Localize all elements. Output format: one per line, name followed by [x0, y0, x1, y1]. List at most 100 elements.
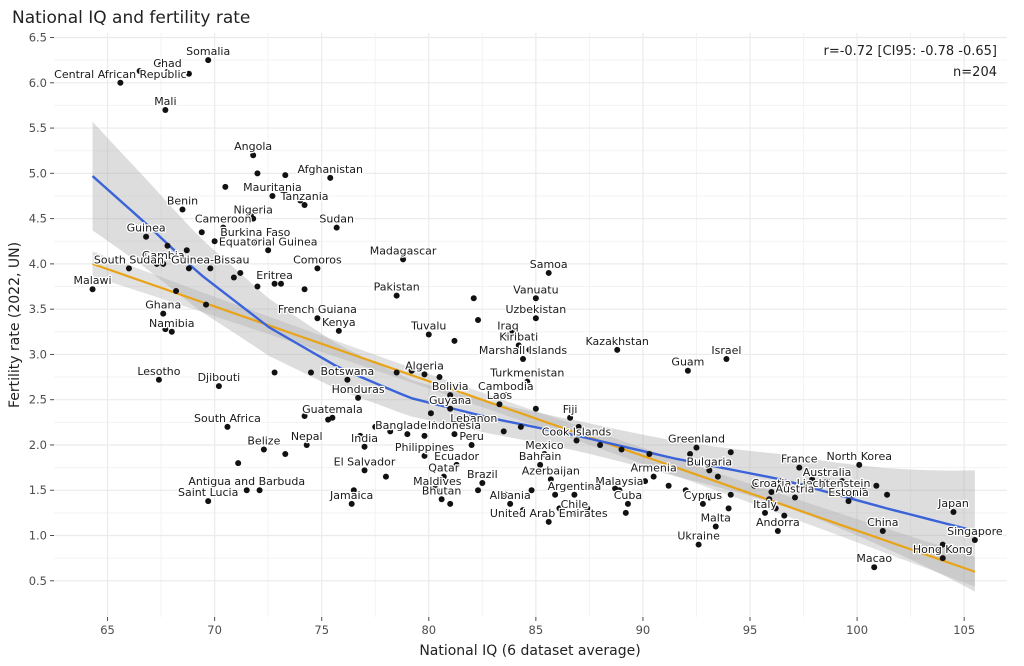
data-point	[425, 331, 432, 338]
x-tick-label: 100	[846, 623, 868, 637]
linear-fit-path	[92, 262, 976, 573]
data-point	[751, 482, 758, 489]
data-point	[155, 376, 162, 383]
data-point	[706, 467, 713, 474]
data-point	[211, 238, 218, 245]
data-point	[136, 68, 143, 75]
point-label: Singapore	[947, 525, 1003, 538]
data-point	[271, 369, 278, 376]
point-label: Benin	[167, 195, 198, 208]
point-label: Argentina	[548, 480, 602, 493]
data-point	[571, 509, 578, 516]
point-label: Afghanistan	[298, 163, 364, 176]
data-point	[468, 414, 475, 421]
data-point	[185, 265, 192, 272]
data-point	[198, 229, 205, 236]
point-label: Guinea-Bissau	[171, 253, 249, 266]
data-point	[282, 451, 289, 458]
data-point	[301, 412, 308, 419]
data-point	[800, 482, 807, 489]
chart-title: National IQ and fertility rate	[12, 8, 250, 28]
point-label: Qatar	[428, 462, 459, 475]
data-point	[207, 265, 214, 272]
data-point	[436, 374, 443, 381]
x-tick-label: 90	[636, 623, 651, 637]
data-point	[505, 331, 512, 338]
point-label: Tanzania	[280, 190, 329, 203]
point-label: Mauritania	[243, 181, 302, 194]
data-point	[160, 260, 167, 267]
point-label: Malaysia	[595, 475, 643, 488]
point-label: Liechtenstein	[797, 477, 871, 490]
data-point	[348, 500, 355, 507]
point-label: Mexico	[525, 439, 564, 452]
x-tick-label: 75	[314, 623, 329, 637]
data-point	[143, 233, 150, 240]
data-point	[774, 527, 781, 534]
data-point	[879, 527, 886, 534]
data-point	[307, 369, 314, 376]
data-point	[301, 202, 308, 209]
point-label: Hong Kong	[913, 543, 973, 556]
x-tick-label: 85	[529, 623, 544, 637]
point-label: Lesotho	[137, 365, 180, 378]
data-point	[243, 487, 250, 494]
y-tick-label: 5.0	[29, 166, 47, 180]
sample-size-annotation: n=204	[953, 65, 997, 80]
data-point	[335, 327, 342, 334]
data-point	[950, 508, 957, 515]
point-label: South Sudan	[94, 253, 164, 266]
point-label: Kiribati	[499, 330, 538, 343]
point-label: Azerbaijan	[522, 464, 580, 477]
data-point	[297, 197, 304, 204]
data-point	[222, 183, 229, 190]
point-label: Iraq	[497, 320, 519, 333]
data-point	[393, 292, 400, 299]
point-label: Cyprus	[684, 489, 723, 502]
data-point	[447, 392, 454, 399]
data-point	[727, 491, 734, 498]
data-point	[295, 479, 302, 486]
data-point	[537, 461, 544, 468]
data-point	[772, 505, 779, 512]
x-tick-label: 65	[100, 623, 115, 637]
data-point	[404, 431, 411, 438]
point-label: Croatia	[752, 477, 792, 490]
data-point	[727, 449, 734, 456]
x-tick-label: 95	[743, 623, 758, 637]
point-label: Austria	[776, 482, 815, 495]
data-point	[791, 494, 798, 501]
point-label: Comoros	[293, 253, 342, 266]
point-label: Ghana	[145, 299, 181, 312]
point-label: Angola	[234, 140, 272, 153]
data-point	[470, 423, 477, 430]
data-point	[552, 491, 559, 498]
data-point	[528, 487, 535, 494]
data-point	[723, 355, 730, 362]
point-label: Philippines	[395, 441, 455, 454]
point-label: Gambia	[142, 249, 185, 262]
data-points	[89, 57, 978, 571]
data-point	[509, 328, 516, 335]
data-point	[547, 476, 554, 483]
point-label: Vanuatu	[513, 283, 558, 296]
linear-fit-line	[92, 262, 976, 573]
data-point	[447, 405, 454, 412]
data-point	[502, 491, 509, 498]
point-label: Albania	[490, 489, 531, 502]
point-label: Marshall Islands	[479, 344, 568, 357]
data-point	[230, 274, 237, 281]
data-point	[646, 451, 653, 458]
data-point	[712, 523, 719, 530]
data-point	[524, 378, 531, 385]
data-point	[871, 564, 878, 571]
data-point	[781, 512, 788, 519]
data-point	[693, 444, 700, 451]
data-point	[235, 460, 242, 467]
data-point	[839, 478, 846, 485]
data-point	[314, 265, 321, 272]
data-point	[935, 546, 942, 553]
data-point	[453, 461, 460, 468]
data-point	[650, 473, 657, 480]
point-label: Bolivia	[432, 380, 469, 393]
